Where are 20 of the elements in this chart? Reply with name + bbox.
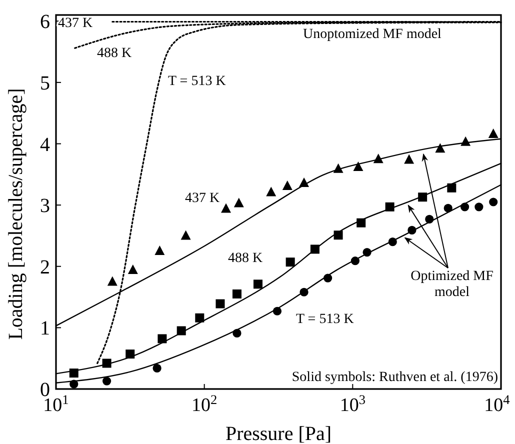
annotation: Optimized MF model [410,269,494,300]
annotation: 488 K [228,250,263,266]
annotation: T = 513 K [168,74,226,89]
y-tick-label: 1 [40,318,50,340]
annotation: 488 K [97,46,132,61]
annotation: Solid symbols: Ruthven et al. (1976) [292,370,498,385]
y-tick-label: 5 [40,72,50,94]
x-tick-label: 10$^{2}$ [192,392,218,416]
annotation: 437 K [185,190,220,206]
x-tick-label: 10$^{4}$ [484,392,510,416]
annotation: 437 K [58,16,93,31]
y-tick-label: 3 [40,195,50,218]
y-tick-label: 6 [40,11,50,34]
annotation: T = 513 K [296,312,354,327]
y-axis-title: Loading [molecules/supercage] [5,88,27,340]
annotation: Unoptomized MF model [303,26,442,42]
x-tick-label: 10$^{3}$ [340,392,366,416]
y-tick-label: 4 [40,134,50,156]
y-tick-label: 2 [40,256,50,278]
x-axis-title: Pressure [Pa] [225,423,332,444]
